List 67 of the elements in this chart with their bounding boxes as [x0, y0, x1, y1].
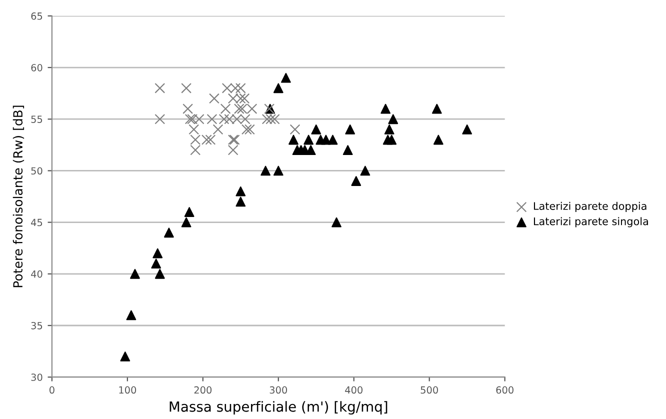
x-tick-label: 600	[496, 386, 514, 394]
point	[328, 134, 338, 145]
point	[290, 124, 300, 135]
point	[311, 124, 322, 134]
point	[280, 72, 291, 83]
y-tick-label: 45	[31, 218, 42, 226]
point	[188, 124, 200, 135]
legend-label: Laterizi parete singola	[534, 217, 648, 228]
point	[190, 144, 201, 156]
point	[182, 104, 194, 114]
point	[154, 114, 166, 124]
point	[304, 134, 314, 145]
point	[433, 134, 444, 145]
y-tick-label: 60	[31, 64, 42, 72]
point	[235, 82, 246, 94]
point	[120, 352, 130, 362]
point	[209, 93, 220, 104]
y-tick-label: 35	[31, 322, 42, 330]
x-tick-label: 100	[119, 386, 136, 394]
y-tick-label: 30	[31, 374, 42, 381]
point	[345, 124, 356, 134]
x-tick-label: 300	[270, 386, 288, 394]
point	[184, 207, 194, 217]
x-tick-label: 200	[194, 386, 212, 394]
point	[241, 124, 252, 135]
point	[151, 258, 162, 269]
point	[432, 104, 442, 114]
point	[154, 268, 165, 279]
point	[152, 248, 163, 258]
point	[164, 228, 174, 238]
point	[384, 124, 394, 134]
point	[236, 186, 246, 196]
point	[154, 82, 166, 94]
point	[126, 310, 136, 320]
point	[380, 104, 391, 114]
point	[332, 217, 342, 228]
point	[260, 166, 271, 176]
y-tick-label: 50	[31, 167, 42, 175]
y-tick-label: 55	[31, 116, 42, 123]
point	[228, 144, 238, 156]
legend-label: Laterizi parete doppia	[534, 202, 646, 212]
y-tick-label: 65	[31, 12, 42, 20]
point	[220, 104, 231, 114]
point	[288, 134, 298, 145]
x-axis-title: Massa superficiale (m') [kg/mq]	[170, 401, 388, 415]
point	[181, 82, 192, 94]
point	[234, 104, 244, 114]
x-tick-label: 500	[420, 386, 438, 394]
point	[462, 124, 472, 134]
point	[360, 166, 370, 176]
x-tick-label: 400	[345, 386, 362, 394]
point	[351, 176, 362, 186]
point	[388, 114, 398, 124]
point	[130, 268, 140, 279]
point	[181, 217, 192, 228]
point	[342, 145, 353, 156]
point	[212, 124, 224, 135]
point	[236, 196, 246, 207]
point	[244, 124, 255, 135]
y-axis-title: Potere fonoisolante (Rw) [dB]	[12, 106, 24, 288]
x-tick-label: 0	[49, 386, 54, 394]
point	[273, 83, 284, 94]
point	[386, 134, 397, 145]
point	[273, 166, 284, 176]
y-tick-label: 40	[31, 270, 42, 278]
point	[266, 114, 276, 124]
point	[205, 134, 216, 145]
